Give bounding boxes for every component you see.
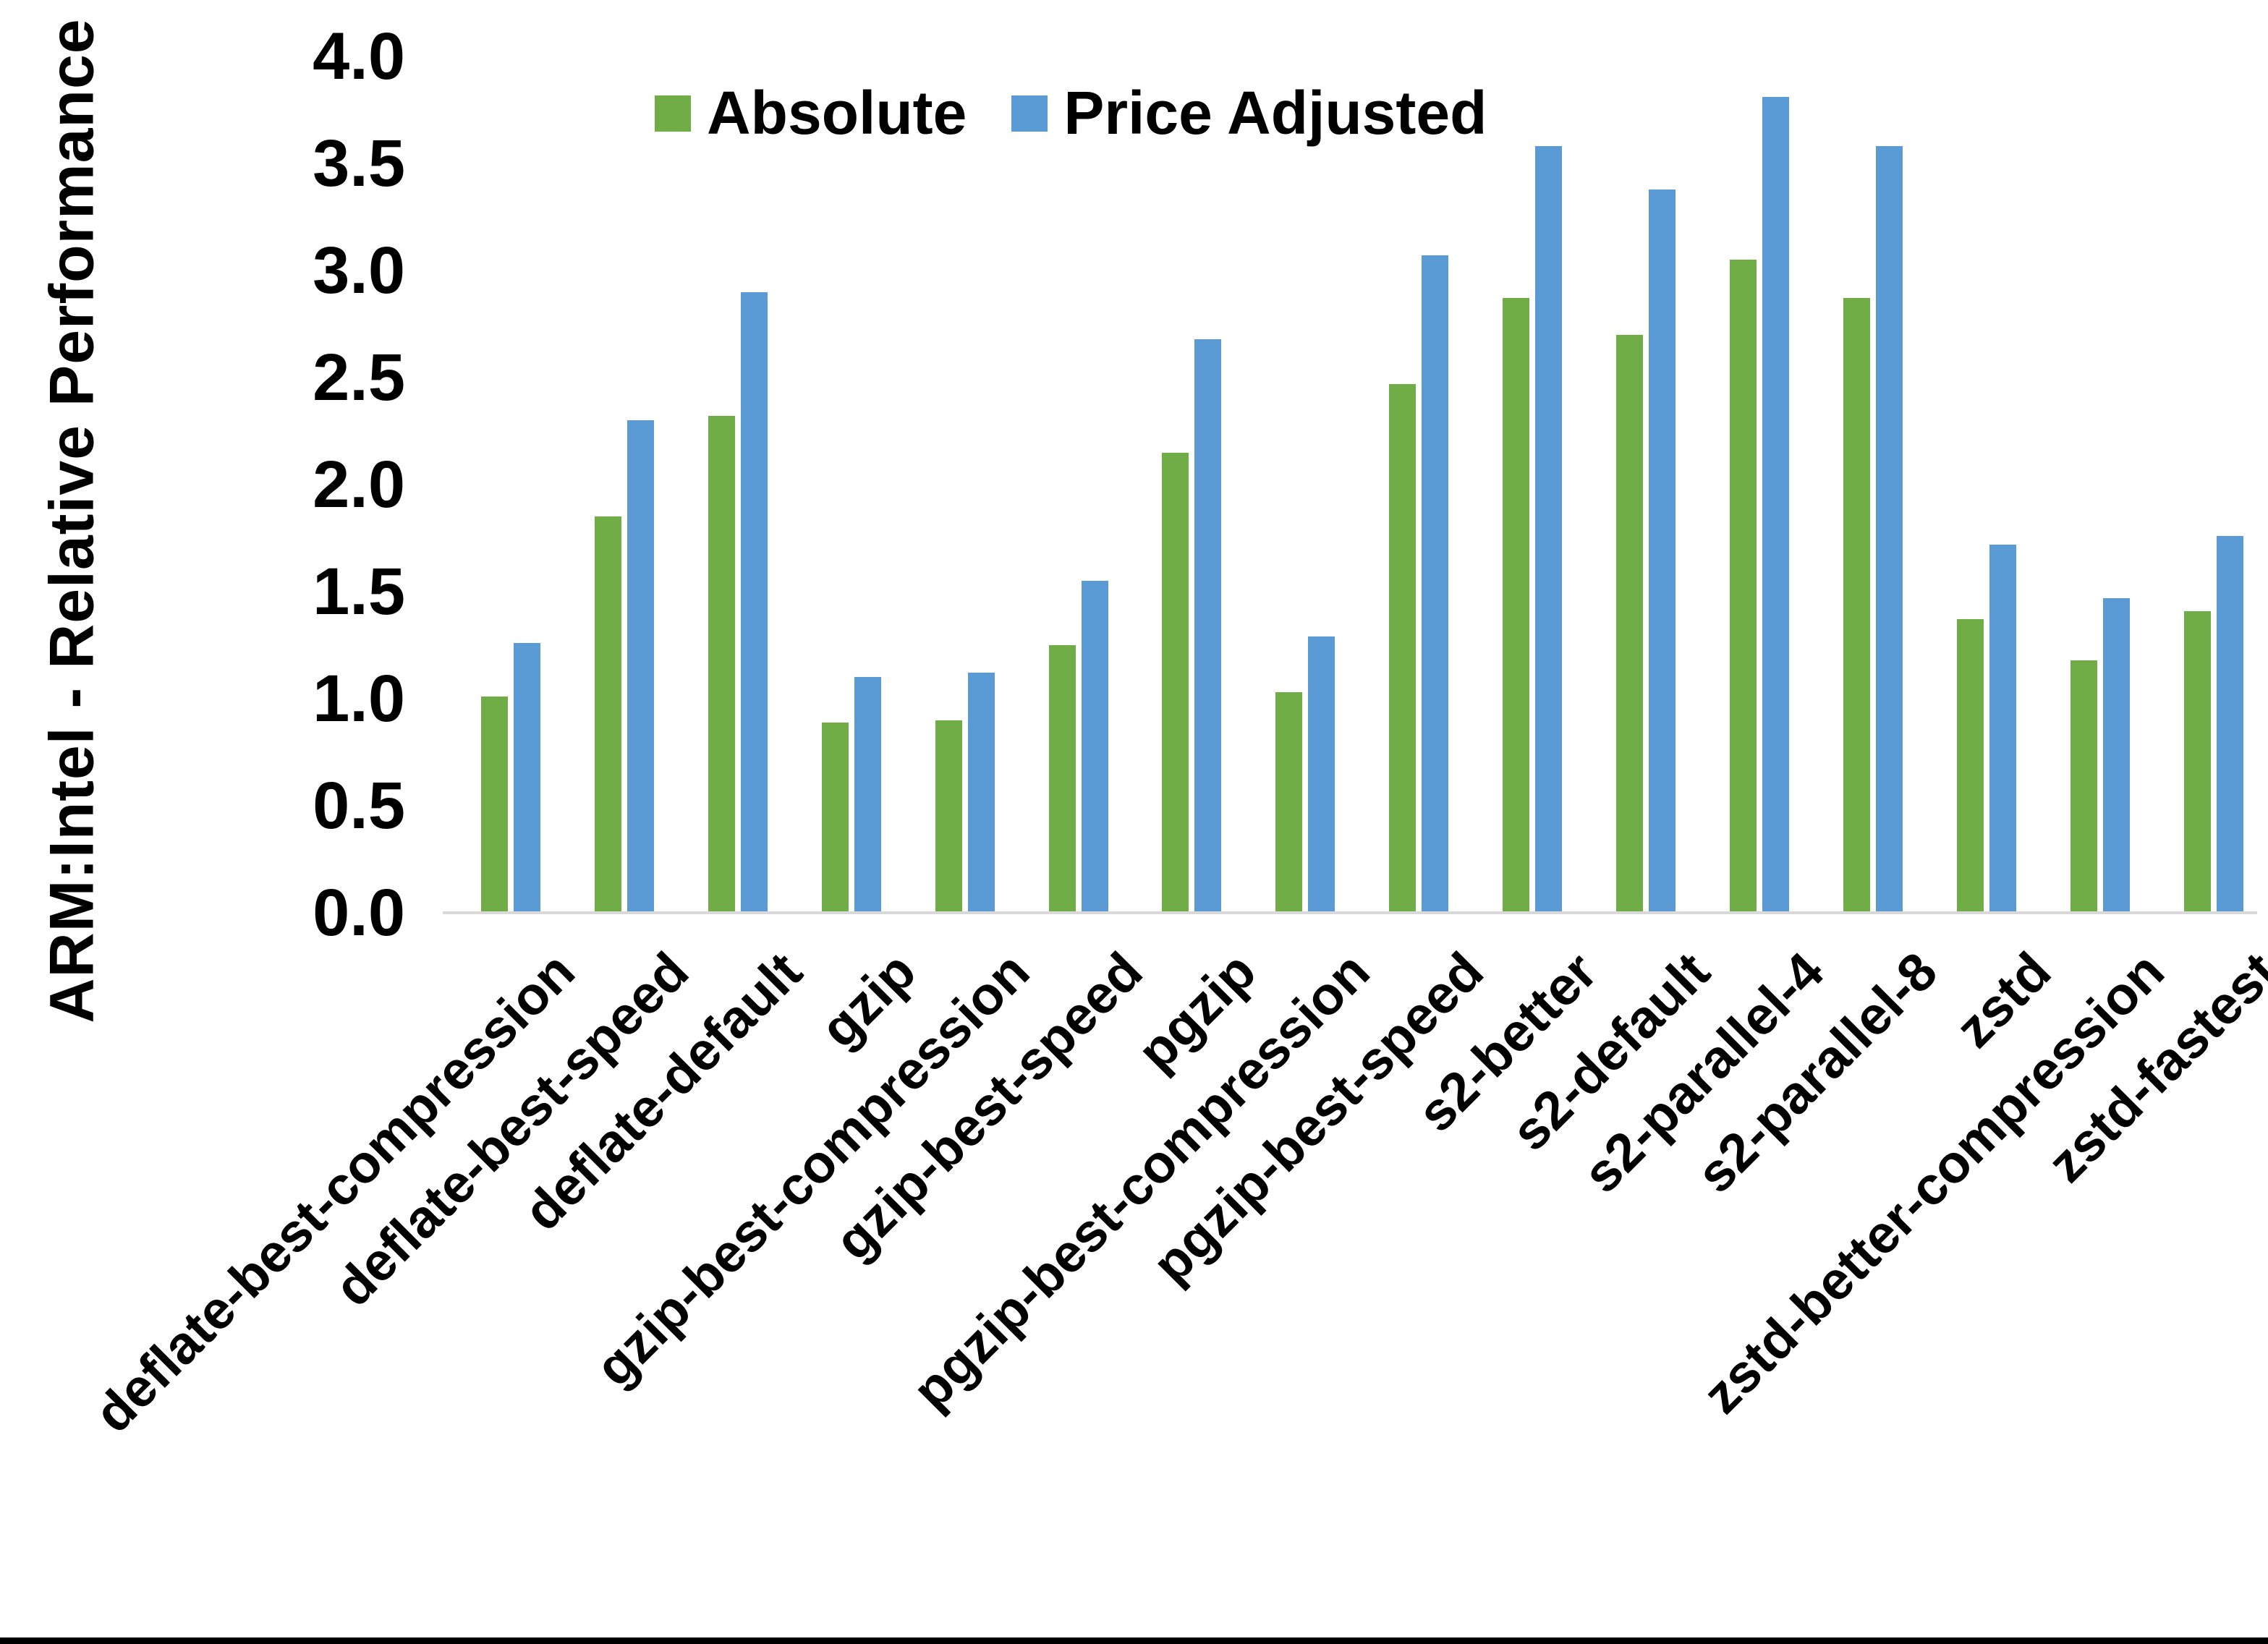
bar-absolute-s2-better: [1503, 298, 1530, 913]
bar-absolute-deflate-default: [708, 416, 735, 913]
legend-label-absolute: Absolute: [707, 79, 967, 147]
bar-price-adjusted-deflate-best-speed: [627, 420, 654, 913]
y-axis-title: ARM:Intel - Relative Performance: [37, 18, 107, 1023]
bar-absolute-gzip: [821, 722, 849, 913]
bar-absolute-zstd: [1956, 619, 1984, 913]
bar-price-adjusted-s2-default: [1649, 189, 1675, 913]
bar-price-adjusted-zstd-fastest: [2216, 536, 2243, 913]
bar-price-adjusted-gzip-best-compression: [967, 673, 995, 913]
bar-price-adjusted-s2-parallel-4: [1762, 97, 1789, 913]
bar-absolute-gzip-best-compression: [935, 720, 962, 913]
y-tick-label: 3.5: [313, 127, 405, 200]
y-tick-label: 2.0: [313, 448, 405, 521]
bar-absolute-s2-parallel-8: [1843, 298, 1870, 913]
bar-price-adjusted-deflate-best-compression: [514, 643, 540, 913]
legend-swatch-absolute: [655, 95, 691, 132]
legend-swatch-price-adjusted: [1011, 95, 1048, 132]
y-tick-label: 3.0: [313, 234, 405, 307]
bar-absolute-s2-default: [1616, 334, 1643, 913]
bar-absolute-pgzip: [1162, 452, 1189, 913]
bar-price-adjusted-gzip: [854, 677, 881, 913]
bar-absolute-pgzip-best-compression: [1275, 692, 1303, 913]
y-tick-label: 4.0: [313, 20, 405, 93]
bar-absolute-pgzip-best-speed: [1389, 383, 1417, 913]
bar-absolute-deflate-best-compression: [481, 697, 508, 913]
bar-absolute-s2-parallel-4: [1729, 260, 1757, 913]
y-tick-label: 0.0: [313, 876, 405, 950]
x-axis-line: [443, 911, 2257, 914]
y-tick-label: 1.5: [313, 555, 405, 629]
x-axis-label-deflate-best-compression: deflate-best-compression: [82, 940, 587, 1444]
y-tick-label: 1.0: [313, 662, 405, 736]
y-tick-label: 0.5: [313, 769, 405, 843]
bar-price-adjusted-pgzip-best-compression: [1308, 636, 1335, 913]
bar-price-adjusted-deflate-default: [740, 291, 768, 913]
bar-price-adjusted-gzip-best-speed: [1081, 581, 1108, 913]
chart-legend: Absolute Price Adjusted: [655, 78, 1487, 148]
bar-price-adjusted-s2-parallel-8: [1875, 146, 1903, 913]
bottom-border: [0, 1637, 2268, 1644]
bar-price-adjusted-pgzip: [1194, 338, 1222, 913]
bar-absolute-zstd-better-compression: [2070, 660, 2097, 913]
bar-price-adjusted-pgzip-best-speed: [1422, 255, 1449, 913]
bar-price-adjusted-zstd-better-compression: [2102, 597, 2130, 913]
legend-label-price-adjusted: Price Adjusted: [1063, 79, 1487, 147]
bar-price-adjusted-zstd: [1989, 544, 2016, 913]
bar-absolute-gzip-best-speed: [1048, 645, 1076, 913]
y-tick-label: 2.5: [313, 341, 405, 414]
bar-absolute-deflate-best-speed: [594, 516, 621, 913]
bar-price-adjusted-s2-better: [1535, 146, 1563, 913]
bar-absolute-zstd-fastest: [2183, 610, 2211, 913]
